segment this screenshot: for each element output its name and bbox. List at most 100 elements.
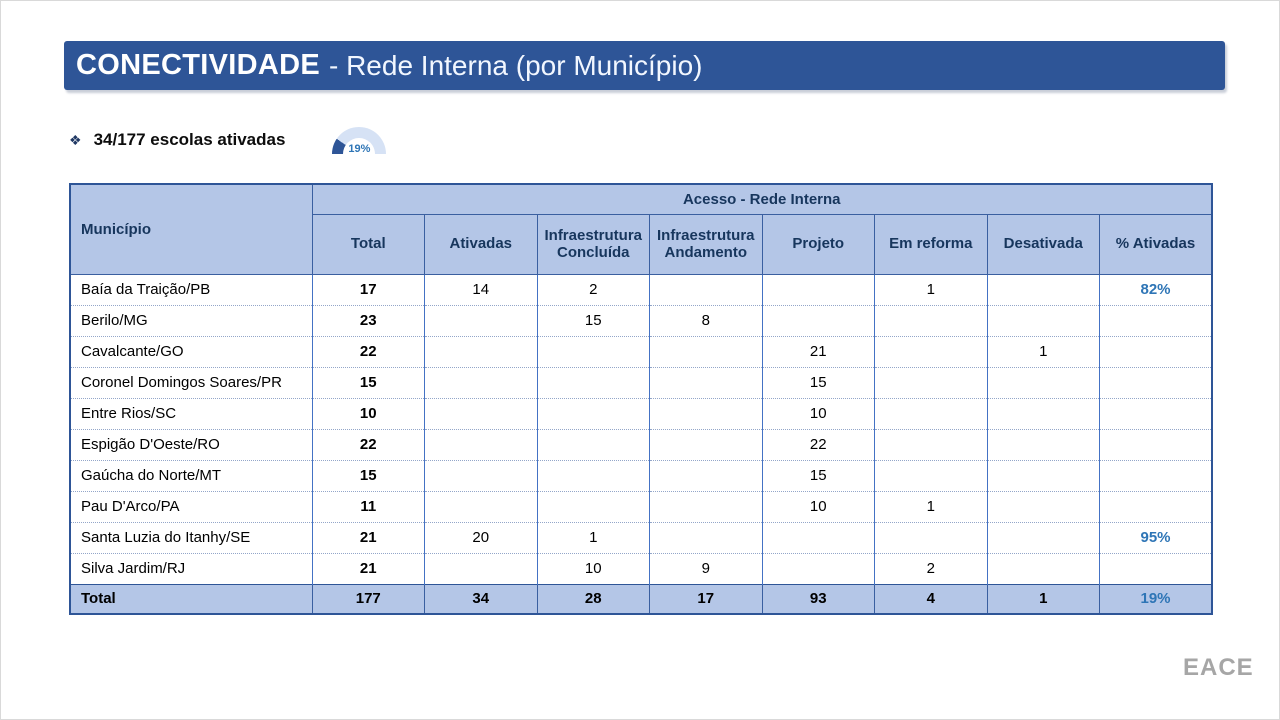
page-title: CONECTIVIDADE [76,49,320,81]
value-cell [536,490,650,523]
value-cell [761,521,875,554]
value-cell [536,459,650,492]
value-cell [1099,304,1213,337]
value-cell: 8 [649,304,763,337]
value-cell [986,273,1100,306]
column-header: Ativadas [424,213,538,275]
value-cell: 21 [761,335,875,368]
summary-bullet: ❖ 34/177 escolas ativadas 19% [69,125,387,155]
value-cell: 10 [761,490,875,523]
table-row: Pau D'Arco/PA 11 10 1 [69,490,1213,523]
value-cell [986,397,1100,430]
value-cell: 17 [649,583,763,615]
value-cell [649,521,763,554]
value-cell: 1 [874,490,988,523]
value-cell: 22 [311,335,425,368]
municipality-cell: Espigão D'Oeste/RO [69,428,313,461]
value-cell: 1 [986,583,1100,615]
value-cell: 14 [424,273,538,306]
value-cell [424,366,538,399]
value-cell: 22 [761,428,875,461]
value-cell: 177 [311,583,425,615]
value-cell: 1 [986,335,1100,368]
value-cell: 10 [311,397,425,430]
progress-gauge: 19% [332,126,387,155]
value-cell [874,366,988,399]
value-cell: 19% [1099,583,1213,615]
connectivity-table: Município Acesso - Rede Interna Total Ati… [69,183,1213,615]
column-header: Desativada [986,213,1100,275]
table-body: Baía da Traição/PB 17 14 2 1 82% Berilo/MG 23 15… [69,273,1213,585]
column-header: Total [311,213,425,275]
value-cell [649,273,763,306]
value-cell: 4 [874,583,988,615]
column-header: Projeto [761,213,875,275]
value-cell [649,459,763,492]
eace-logo: EACE [1183,654,1254,681]
value-cell [536,428,650,461]
value-cell: 93 [761,583,875,615]
value-cell [874,335,988,368]
municipality-header: Município [69,183,313,275]
value-cell [1099,552,1213,585]
value-cell: 21 [311,521,425,554]
value-cell: 2 [536,273,650,306]
value-cell: 15 [311,366,425,399]
value-cell: 15 [536,304,650,337]
value-cell [536,366,650,399]
municipality-cell: Santa Luzia do Itanhy/SE [69,521,313,554]
value-cell: 82% [1099,273,1213,306]
value-cell: 17 [311,273,425,306]
value-cell [986,304,1100,337]
value-cell: 21 [311,552,425,585]
column-header: Infraestrutura Andamento [649,213,763,275]
value-cell: 15 [311,459,425,492]
value-cell [649,490,763,523]
value-cell [986,459,1100,492]
municipality-cell: Gaúcha do Norte/MT [69,459,313,492]
value-cell [986,521,1100,554]
value-cell [1099,459,1213,492]
value-cell [424,335,538,368]
value-cell [1099,490,1213,523]
value-cell [874,397,988,430]
value-cell [536,397,650,430]
municipality-cell: Entre Rios/SC [69,397,313,430]
municipality-cell: Total [69,583,313,615]
summary-text: 34/177 escolas ativadas [93,130,286,149]
value-cell: 22 [311,428,425,461]
value-cell [874,521,988,554]
value-cell [649,335,763,368]
value-cell [424,304,538,337]
value-cell [424,490,538,523]
column-header: Infraestrutura Concluída [536,213,650,275]
table-row: Gaúcha do Norte/MT 15 15 [69,459,1213,492]
value-cell [874,304,988,337]
value-cell: 1 [536,521,650,554]
value-cell [424,552,538,585]
diamond-bullet-icon: ❖ [69,131,82,148]
value-cell [761,552,875,585]
municipality-cell: Berilo/MG [69,304,313,337]
value-cell: 20 [424,521,538,554]
table-row: Santa Luzia do Itanhy/SE 21 20 1 95% [69,521,1213,554]
value-cell [761,304,875,337]
value-cell: 11 [311,490,425,523]
municipality-cell: Baía da Traição/PB [69,273,313,306]
table-row: Berilo/MG 23 15 8 [69,304,1213,337]
group-header: Acesso - Rede Interna [311,183,1213,215]
value-cell [536,335,650,368]
municipality-cell: Pau D'Arco/PA [69,490,313,523]
value-cell [424,428,538,461]
table-row: Cavalcante/GO 22 21 1 [69,335,1213,368]
value-cell [1099,335,1213,368]
column-header: Em reforma [874,213,988,275]
value-cell [986,366,1100,399]
value-cell: 1 [874,273,988,306]
value-cell: 34 [424,583,538,615]
value-cell: 10 [761,397,875,430]
value-cell: 28 [536,583,650,615]
value-cell [649,366,763,399]
column-header-row: Total Ativadas Infraestrutura Concluída Inf… [70,213,1213,275]
